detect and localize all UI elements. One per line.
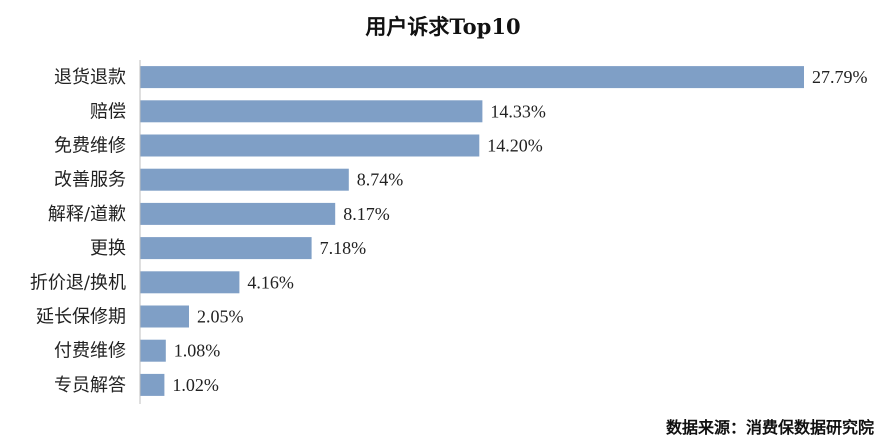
source-note: 数据来源：消费保数据研究院 [666,418,874,437]
category-label: 专员解答 [54,375,126,396]
chart-title: 用户诉求Top10 [365,14,520,39]
bar-9 [140,373,165,396]
category-label: 赔偿 [90,101,126,122]
value-label: 1.08% [174,341,221,361]
category-label: 更换 [90,238,126,259]
value-label: 4.16% [247,272,294,292]
value-label: 2.05% [197,307,244,327]
category-label: 改善服务 [54,170,126,191]
bar-2 [140,134,480,157]
value-label: 14.33% [490,101,546,121]
bar-0 [140,66,804,89]
value-label: 27.79% [812,67,868,87]
value-label: 14.20% [487,136,543,156]
value-label: 8.17% [343,204,390,224]
bar-8 [140,339,166,362]
category-label: 付费维修 [54,341,126,362]
bar-1 [140,100,483,123]
bar-7 [140,305,189,328]
category-label: 免费维修 [54,136,126,157]
category-label: 退货退款 [54,67,126,88]
bars-group: 退货退款 27.79% 赔偿 14.33% 免费维修 14.20% 改善服务 8.74% 解释/… [30,66,868,396]
category-label: 折价退/换机 [30,272,126,293]
category-label: 延长保修期 [36,307,126,328]
category-label: 解释/道歉 [48,204,126,225]
value-label: 8.74% [357,170,404,190]
bar-6 [140,271,240,294]
bar-5 [140,237,312,260]
bar-4 [140,202,336,225]
value-label: 7.18% [320,238,367,258]
value-label: 1.02% [172,375,219,395]
bar-3 [140,168,349,191]
